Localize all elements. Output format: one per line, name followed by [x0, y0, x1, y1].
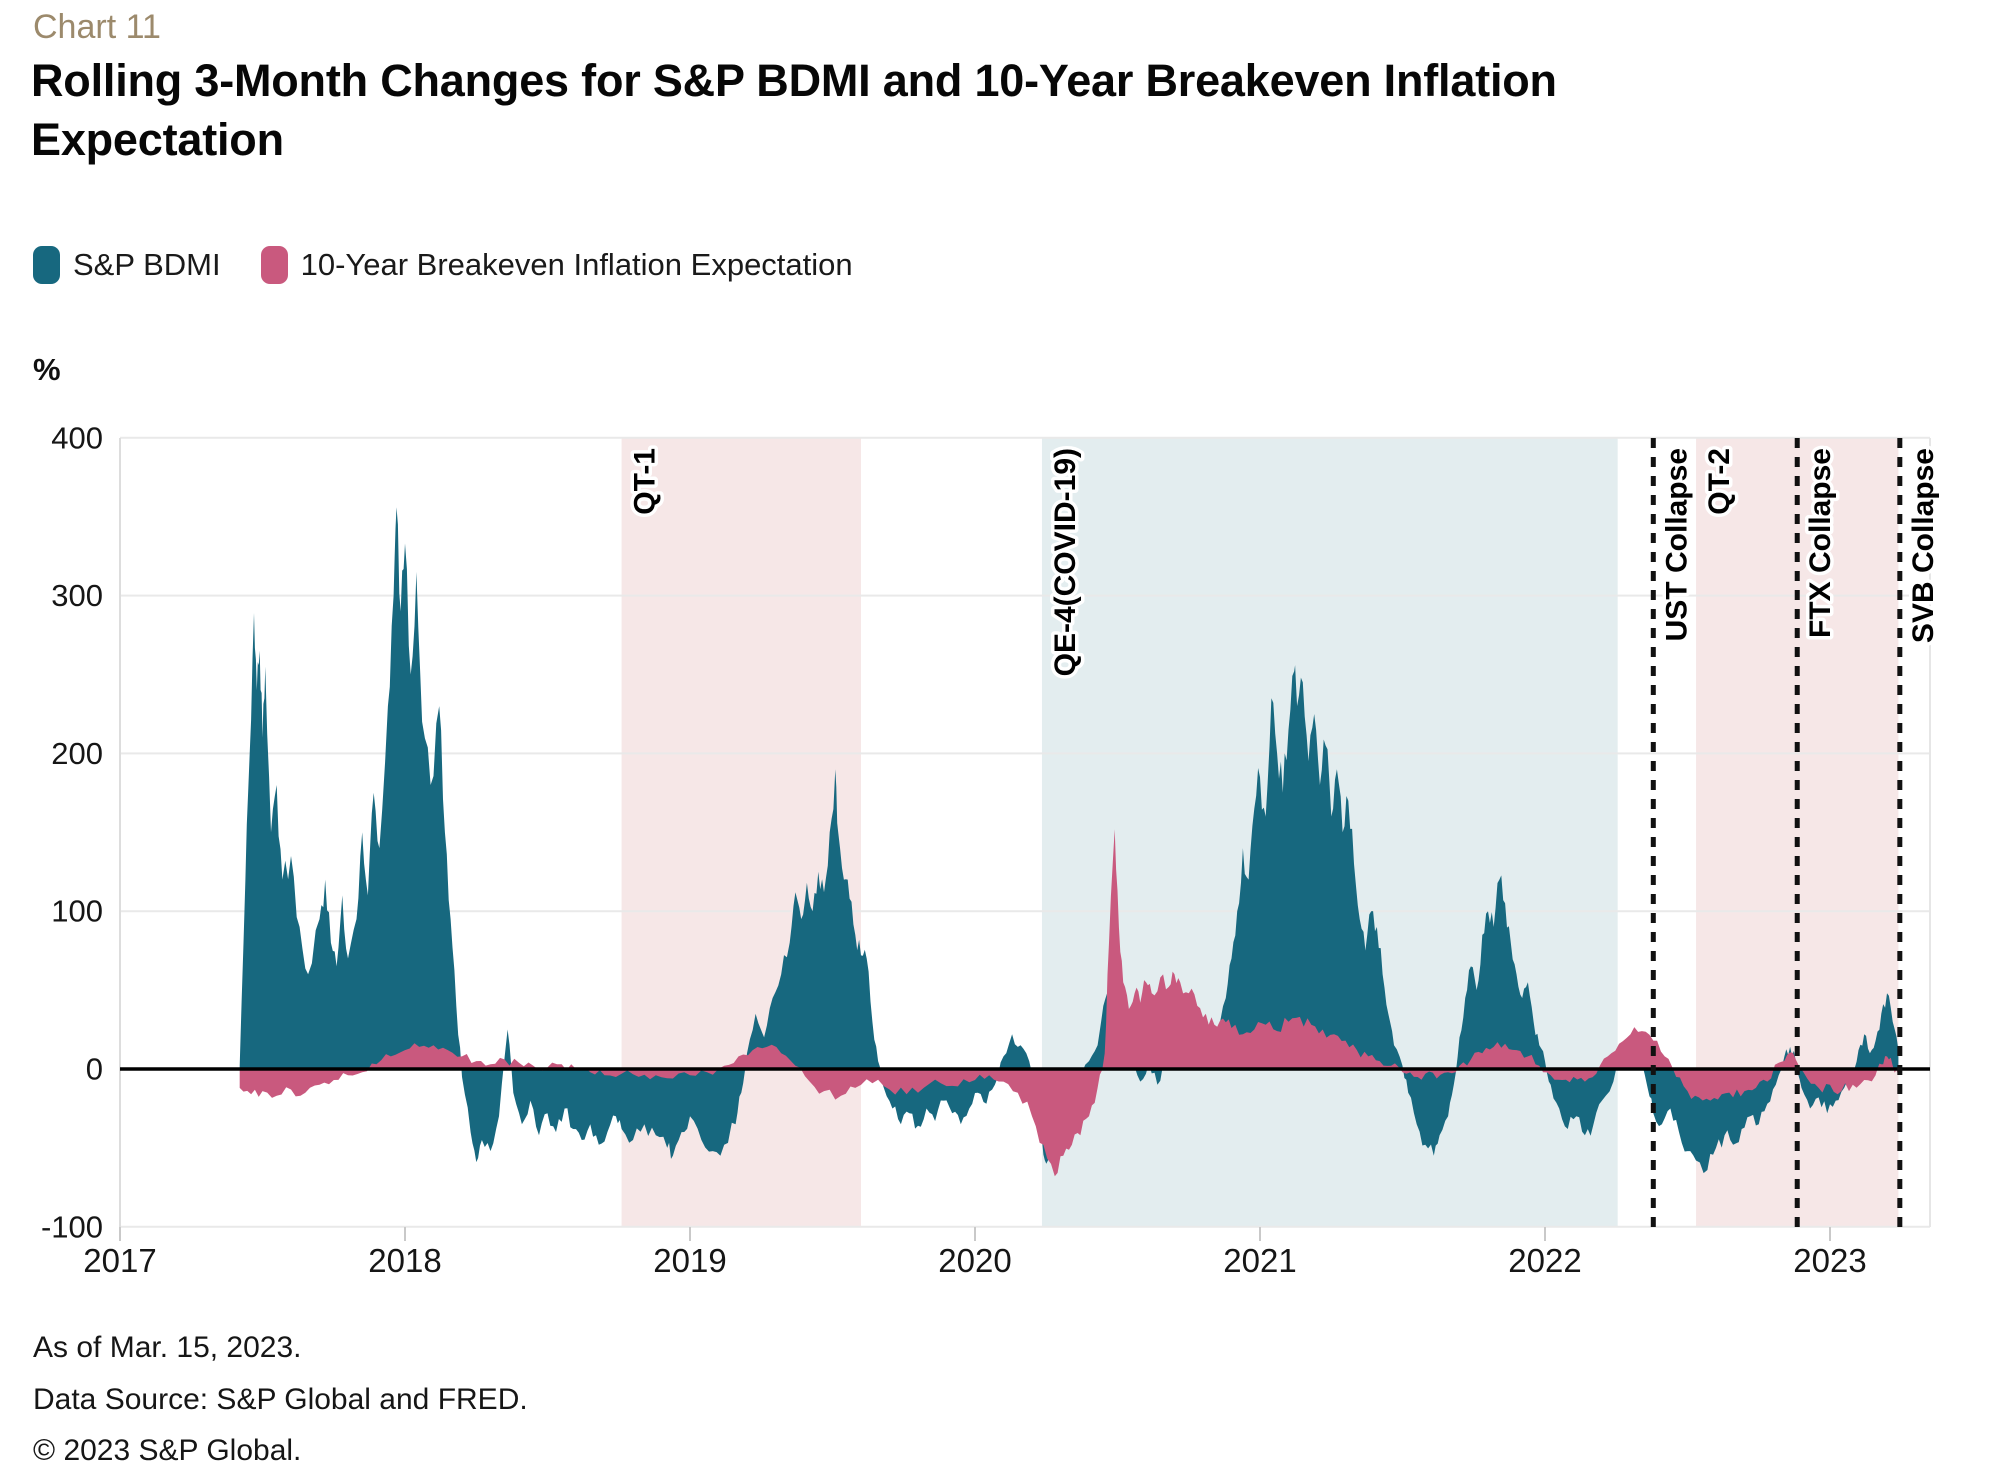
- x-tick-label-2022: 2022: [1508, 1242, 1581, 1279]
- x-tick-label-2020: 2020: [938, 1242, 1011, 1279]
- y-tick-label-200: 200: [51, 736, 103, 771]
- legend: S&P BDMI 10-Year Breakeven Inflation Exp…: [33, 246, 853, 284]
- footer-asof: As of Mar. 15, 2023.: [33, 1331, 302, 1364]
- series-area-breakeven: [239, 829, 1899, 1177]
- region-label-qt-1: QT-1: [629, 448, 662, 515]
- legend-item-sp-bdmi: S&P BDMI: [33, 246, 221, 284]
- x-tick-label-2023: 2023: [1793, 1242, 1866, 1279]
- region-label-qe-4-covid-19-: QE-4(COVID-19): [1049, 448, 1082, 676]
- event-label-ftx-collapse: FTX Collapse: [1804, 448, 1837, 638]
- region-label-qt-2: QT-2: [1703, 448, 1736, 515]
- legend-item-breakeven: 10-Year Breakeven Inflation Expectation: [260, 246, 853, 284]
- event-label-svb-collapse: SVB Collapse: [1907, 448, 1940, 643]
- footer: As of Mar. 15, 2023. Data Source: S&P Gl…: [33, 1322, 528, 1477]
- x-tick-label-2021: 2021: [1223, 1242, 1296, 1279]
- event-label-ust-collapse: UST Collapse: [1660, 448, 1693, 641]
- y-tick-label-400: 400: [51, 420, 103, 455]
- legend-swatch-breakeven: [260, 246, 288, 284]
- x-tick-label-2017: 2017: [83, 1242, 156, 1279]
- legend-label-breakeven: 10-Year Breakeven Inflation Expectation: [300, 247, 853, 282]
- x-tick-label-2018: 2018: [368, 1242, 441, 1279]
- y-tick-label-0: 0: [86, 1052, 103, 1087]
- legend-label-sp-bdmi: S&P BDMI: [73, 247, 221, 282]
- y-tick-label-300: 300: [51, 578, 103, 613]
- footer-source: Data Source: S&P Global and FRED.: [33, 1382, 528, 1416]
- y-tick-label--100: -100: [41, 1209, 103, 1244]
- x-tick-label-2019: 2019: [653, 1242, 726, 1279]
- page-title: Rolling 3-Month Changes for S&P BDMI and…: [31, 55, 1557, 165]
- chart-kicker: Chart 11: [33, 8, 161, 46]
- footer-copyright: © 2023 S&P Global.: [33, 1434, 302, 1468]
- y-axis-unit-label: %: [33, 352, 61, 387]
- series-area-sp-bdmi: [239, 507, 1899, 1174]
- y-tick-label-100: 100: [51, 894, 103, 929]
- legend-swatch-sp-bdmi: [33, 246, 60, 284]
